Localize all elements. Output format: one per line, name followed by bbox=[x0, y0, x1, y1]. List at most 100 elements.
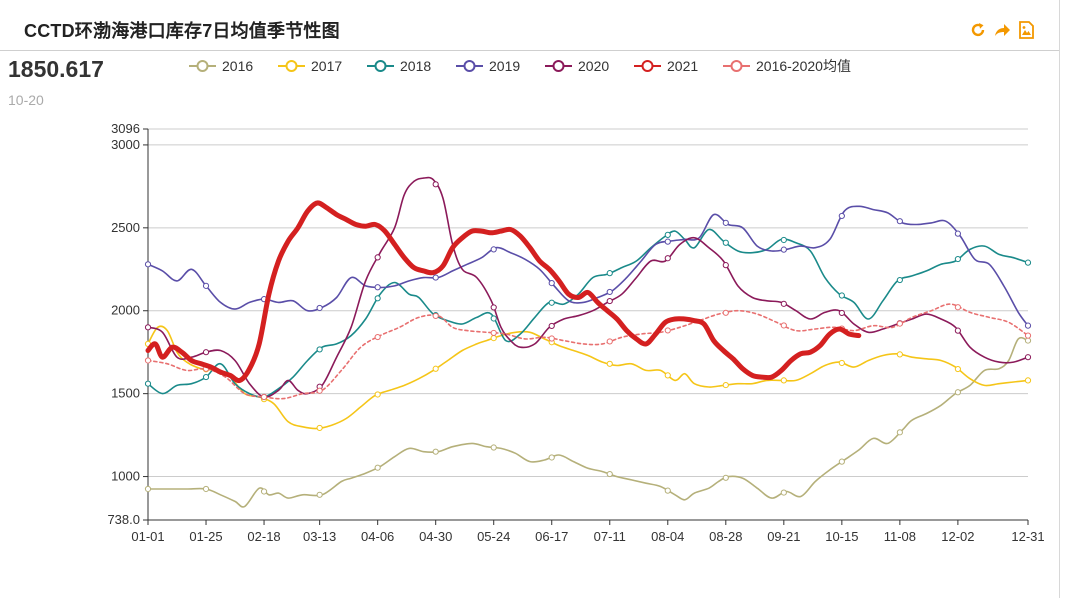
data-point bbox=[722, 309, 729, 316]
data-point bbox=[432, 448, 439, 455]
data-point bbox=[838, 212, 845, 220]
data-point bbox=[664, 327, 671, 334]
legend-label: 2019 bbox=[489, 58, 520, 74]
data-point bbox=[374, 295, 381, 302]
data-point bbox=[260, 488, 268, 495]
legend-label: 2017 bbox=[311, 58, 342, 74]
data-point bbox=[606, 470, 613, 478]
chart-title: CCTD环渤海港口库存7日均值季节性图 bbox=[24, 21, 340, 41]
x-tick-label: 05-24 bbox=[477, 529, 510, 544]
data-point bbox=[954, 255, 961, 263]
series-line bbox=[147, 336, 1029, 508]
legend-marker bbox=[730, 60, 743, 72]
series-2016-2020均值 bbox=[144, 303, 1032, 401]
data-point bbox=[896, 351, 903, 358]
x-tick-label: 04-30 bbox=[419, 529, 452, 544]
series-2020 bbox=[144, 176, 1032, 401]
series-line bbox=[147, 228, 1029, 398]
y-tick-label: 2000 bbox=[111, 303, 140, 318]
data-point bbox=[432, 274, 439, 281]
x-tick-label: 08-04 bbox=[651, 529, 684, 544]
data-point bbox=[780, 377, 787, 384]
x-tick-label: 06-17 bbox=[535, 529, 568, 544]
series-line bbox=[147, 325, 1029, 430]
data-point bbox=[954, 230, 961, 237]
data-point bbox=[548, 454, 555, 461]
data-point bbox=[780, 300, 787, 307]
data-point bbox=[722, 239, 729, 246]
y-tick-label: 3000 bbox=[111, 137, 140, 152]
series-2019 bbox=[144, 205, 1032, 329]
legend-item[interactable]: 2016 bbox=[189, 58, 253, 74]
data-point bbox=[374, 284, 381, 291]
legend-item[interactable]: 2018 bbox=[367, 58, 431, 74]
save-image-icon[interactable] bbox=[1017, 21, 1035, 39]
data-point bbox=[954, 327, 961, 334]
data-point bbox=[664, 255, 671, 262]
data-point bbox=[316, 346, 323, 353]
data-point bbox=[722, 262, 729, 269]
legend-marker bbox=[374, 60, 387, 72]
x-tick-label: 12-31 bbox=[1011, 529, 1044, 544]
legend-item[interactable]: 2019 bbox=[456, 58, 520, 74]
legend-label: 2018 bbox=[400, 58, 431, 74]
series-2018 bbox=[144, 228, 1032, 401]
data-point bbox=[1024, 337, 1032, 344]
data-point bbox=[316, 491, 323, 498]
data-point bbox=[606, 338, 613, 345]
x-tick-label: 10-15 bbox=[825, 529, 858, 544]
x-tick-label: 09-21 bbox=[767, 529, 800, 544]
data-point bbox=[202, 349, 210, 356]
refresh-icon[interactable] bbox=[969, 21, 987, 39]
data-point bbox=[606, 297, 613, 305]
grid-layer bbox=[148, 128, 1028, 478]
legend-marker bbox=[463, 60, 476, 72]
data-point bbox=[664, 231, 671, 238]
data-point bbox=[432, 181, 439, 188]
x-tick-label: 04-06 bbox=[361, 529, 394, 544]
data-point bbox=[490, 329, 497, 337]
data-point bbox=[838, 292, 845, 299]
legend-item[interactable]: 2020 bbox=[545, 58, 609, 74]
x-tick-label: 12-02 bbox=[941, 529, 974, 544]
data-point bbox=[896, 320, 903, 327]
data-point bbox=[838, 359, 845, 367]
x-tick-label: 03-13 bbox=[303, 529, 336, 544]
data-point bbox=[144, 380, 152, 387]
data-point bbox=[202, 373, 210, 381]
data-point bbox=[780, 322, 787, 329]
legend-item[interactable]: 2016-2020均值 bbox=[723, 58, 851, 74]
legend-item[interactable]: 2021 bbox=[634, 58, 698, 74]
legend-label: 2020 bbox=[578, 58, 609, 74]
data-point bbox=[664, 238, 671, 245]
legend-label: 2016 bbox=[222, 58, 253, 74]
data-point bbox=[838, 309, 845, 317]
latest-value: 1850.617 bbox=[8, 56, 104, 82]
series-2021 bbox=[145, 200, 862, 384]
data-point bbox=[144, 485, 152, 493]
data-point bbox=[954, 304, 961, 311]
y-tick-label: 738.0 bbox=[107, 512, 140, 527]
data-point bbox=[374, 333, 381, 341]
data-point bbox=[202, 485, 210, 493]
data-point bbox=[202, 282, 210, 289]
share-icon[interactable] bbox=[993, 21, 1011, 39]
data-point bbox=[432, 365, 439, 372]
data-point bbox=[490, 334, 497, 342]
series-2016 bbox=[144, 336, 1032, 508]
data-point bbox=[316, 424, 323, 432]
data-point bbox=[144, 324, 152, 331]
legend-item[interactable]: 2017 bbox=[278, 58, 342, 74]
toolbox bbox=[969, 21, 1035, 39]
data-point bbox=[548, 299, 555, 306]
x-tick-label: 08-28 bbox=[709, 529, 742, 544]
title-bar: CCTD环渤海港口库存7日均值季节性图 bbox=[0, 0, 1059, 51]
x-tick-label: 07-11 bbox=[594, 529, 626, 544]
data-point bbox=[1024, 322, 1032, 329]
data-point bbox=[838, 458, 845, 465]
data-point bbox=[606, 360, 613, 367]
data-point bbox=[780, 236, 787, 244]
data-point bbox=[374, 391, 381, 398]
series-line bbox=[145, 200, 862, 384]
data-point bbox=[490, 246, 497, 253]
